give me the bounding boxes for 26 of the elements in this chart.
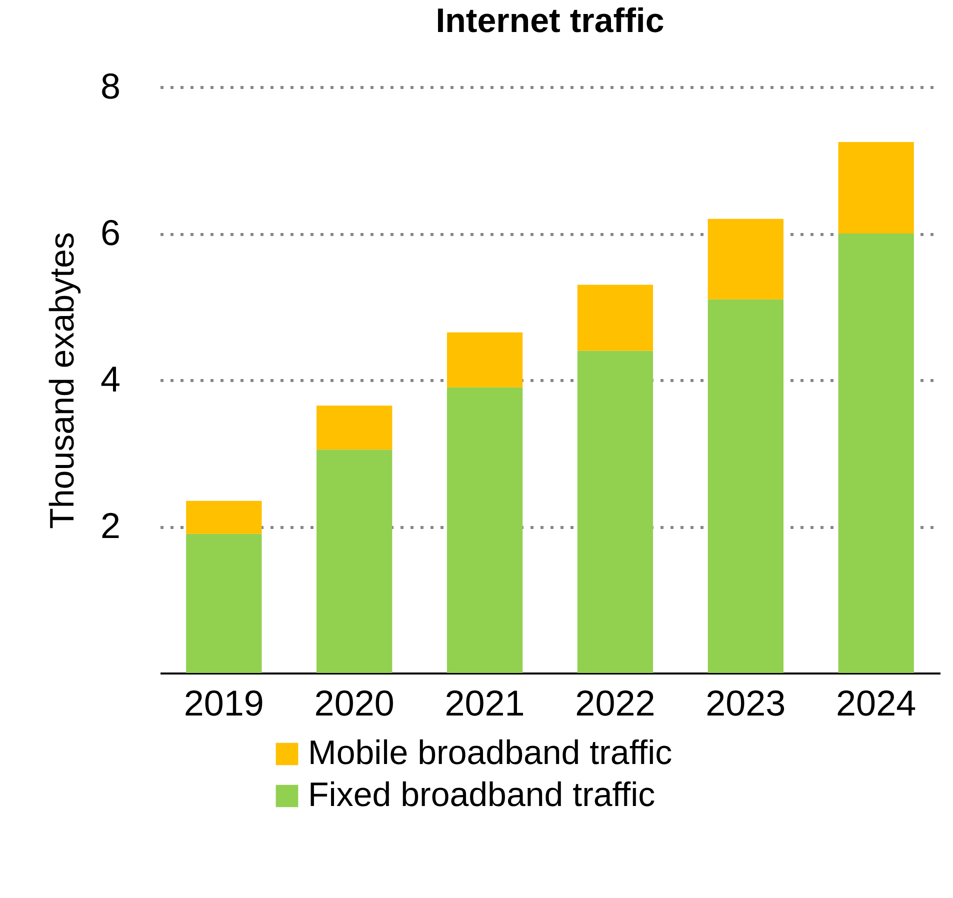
bar xyxy=(577,350,654,673)
bar xyxy=(186,500,262,534)
chart-title: Internet traffic xyxy=(436,2,664,40)
legend-label: Mobile broadband traffic xyxy=(308,734,672,772)
y-tick-label: 6 xyxy=(100,212,120,253)
bar xyxy=(446,387,523,673)
bar xyxy=(316,450,392,673)
bar xyxy=(838,234,914,673)
bar xyxy=(838,142,914,234)
x-tick-label: 2024 xyxy=(836,682,916,724)
x-tick-label: 2021 xyxy=(444,682,525,724)
bar xyxy=(186,534,262,673)
y-axis-title: Thousand exabytes xyxy=(43,232,82,529)
x-tick-label: 2023 xyxy=(706,682,786,724)
y-tick-label: 8 xyxy=(100,66,120,106)
x-tick-label: 2022 xyxy=(575,682,656,724)
legend-label: Fixed broadband traffic xyxy=(308,776,656,814)
bar xyxy=(577,284,654,351)
bar xyxy=(446,332,523,388)
y-tick-label: 2 xyxy=(100,505,120,546)
bar xyxy=(708,218,784,300)
x-tick-label: 2020 xyxy=(314,682,394,724)
bar xyxy=(316,406,392,450)
x-tick-label: 2019 xyxy=(184,682,264,724)
bar xyxy=(708,299,784,673)
y-tick-label: 4 xyxy=(100,358,120,400)
